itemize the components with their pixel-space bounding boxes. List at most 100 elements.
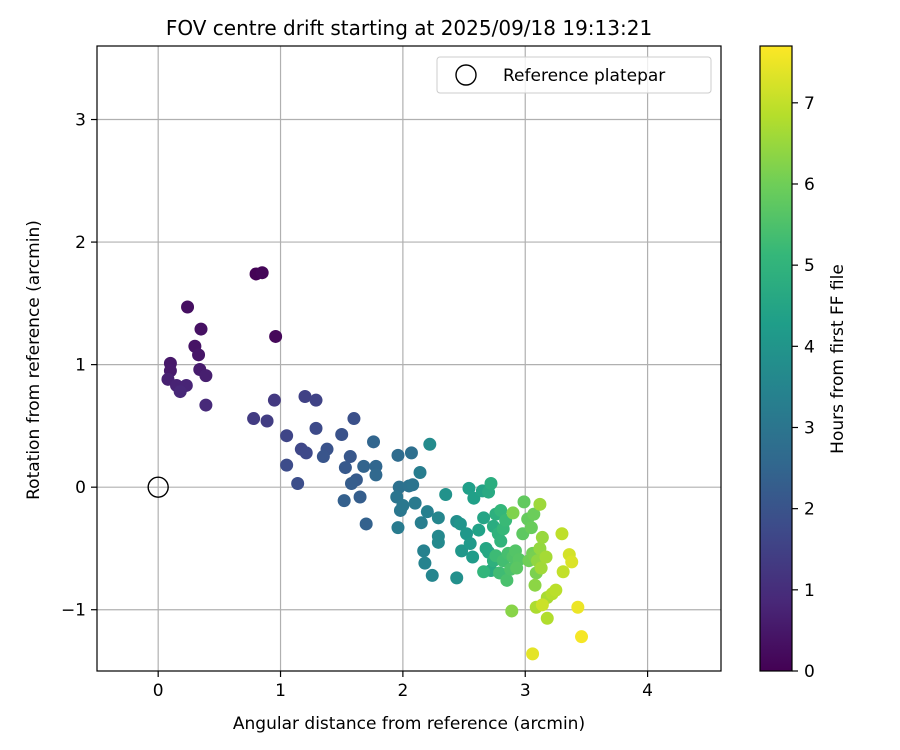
chart-title: FOV centre drift starting at 2025/09/18 … [166, 16, 652, 40]
scatter-point [463, 537, 477, 551]
scatter-point [267, 393, 281, 407]
scatter-point [299, 446, 313, 460]
y-axis-ticks: −1 0 1 2 3 [61, 111, 97, 621]
scatter-point [418, 556, 432, 570]
scatter-point [494, 503, 508, 517]
scatter-point [280, 429, 294, 443]
scatter-point [556, 565, 570, 579]
scatter-point [555, 527, 569, 541]
colorbar-tick-label: 2 [804, 500, 815, 520]
scatter-point [460, 527, 474, 541]
scatter-point [575, 630, 589, 644]
scatter-point [309, 421, 323, 435]
y-axis-label: Rotation from reference (arcmin) [24, 220, 44, 500]
scatter-point [472, 523, 486, 537]
scatter-point [291, 477, 305, 490]
y-tick-label: 1 [75, 356, 86, 376]
scatter-point [540, 611, 554, 625]
y-tick-label: 2 [75, 233, 86, 253]
scatter-point [534, 561, 548, 575]
data-points [161, 266, 589, 661]
scatter-point [423, 437, 437, 451]
scatter-point [425, 568, 439, 582]
scatter-point [466, 550, 480, 564]
grid-lines [97, 46, 721, 671]
colorbar-tick-label: 7 [804, 94, 815, 114]
scatter-point [414, 516, 428, 530]
colorbar: 0 1 2 3 4 5 6 7 Hours from first FF file [759, 45, 848, 682]
legend-box [436, 56, 712, 94]
scatter-point [505, 604, 519, 618]
colorbar-tick-label: 6 [804, 175, 815, 195]
scatter-point [353, 490, 367, 504]
scatter-point [533, 497, 547, 511]
scatter-point [420, 505, 434, 519]
scatter-point [347, 412, 361, 426]
x-tick-label: 4 [642, 681, 653, 701]
colorbar-label: Hours from first FF file [828, 264, 848, 454]
colorbar-tick-label: 4 [804, 337, 815, 357]
scatter-point [549, 583, 563, 597]
scatter-point [316, 450, 330, 464]
scatter-point [565, 555, 579, 569]
scatter-point [343, 450, 357, 464]
plot-frame [96, 45, 722, 672]
scatter-point [247, 412, 261, 426]
scatter-point [357, 459, 371, 473]
scatter-point [192, 348, 206, 362]
colorbar-tick-label: 1 [804, 581, 815, 601]
scatter-point [431, 511, 445, 525]
scatter-point [335, 427, 349, 441]
scatter-point [524, 521, 538, 535]
scatter-point [500, 573, 514, 587]
scatter-point [392, 480, 406, 494]
scatter-point [396, 499, 410, 513]
x-tick-label: 1 [275, 681, 286, 701]
y-tick-label: 0 [75, 478, 86, 498]
scatter-point [199, 369, 213, 383]
scatter-point [199, 398, 213, 412]
scatter-point [526, 647, 540, 661]
scatter-point [535, 598, 549, 612]
scatter-point [344, 477, 358, 490]
scatter-point [369, 468, 383, 482]
scatter-point [535, 530, 549, 544]
scatter-point [462, 481, 476, 495]
x-tick-label: 2 [397, 681, 408, 701]
scatter-point [455, 544, 469, 558]
y-tick-label: −1 [61, 601, 86, 621]
scatter-point [260, 414, 274, 428]
scatter-point [571, 600, 585, 614]
scatter-point [528, 578, 542, 592]
scatter-point [450, 571, 464, 585]
x-tick-label: 3 [520, 681, 531, 701]
scatter-point [477, 565, 491, 579]
scatter-point [359, 517, 373, 531]
scatter-point [255, 266, 269, 280]
reference-platepar-marker [147, 476, 169, 498]
scatter-point [367, 435, 381, 449]
scatter-point [269, 329, 283, 343]
legend: Reference platepar [436, 56, 712, 94]
colorbar-tick-label: 3 [804, 418, 815, 438]
scatter-point [539, 550, 553, 564]
scatter-point [173, 385, 187, 399]
scatter-point [194, 322, 208, 336]
x-tick-label: 0 [153, 681, 164, 701]
scatter-point [467, 491, 481, 505]
scatter-point [527, 507, 541, 521]
scatter-point [517, 495, 531, 509]
x-axis-ticks: 0 1 2 3 4 [153, 671, 653, 701]
legend-label: Reference platepar [503, 66, 665, 86]
scatter-point [280, 458, 294, 472]
scatter-point [431, 535, 445, 549]
colorbar-tick-label: 5 [804, 256, 815, 276]
scatter-point [309, 393, 323, 407]
scatter-point [494, 534, 508, 548]
scatter-point [338, 461, 352, 475]
scatter-point [439, 488, 453, 502]
scatter-point [453, 517, 467, 531]
scatter-point [417, 544, 431, 558]
x-axis-label: Angular distance from reference (arcmin) [233, 714, 585, 734]
colorbar-gradient [759, 45, 793, 672]
